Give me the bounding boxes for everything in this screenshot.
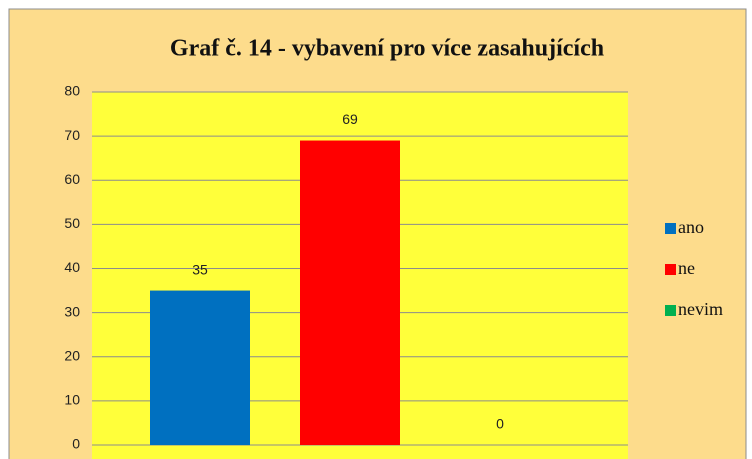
legend-label: ano [678,217,704,237]
y-tick-label: 60 [64,171,80,187]
bar [150,290,250,445]
y-tick-label: 20 [64,347,80,363]
bar [300,140,400,445]
legend-swatch [665,223,676,234]
data-label: 69 [342,111,358,127]
data-label: 35 [192,261,208,277]
y-tick-label: 50 [64,215,80,231]
legend-swatch [665,264,676,275]
y-tick-label: 10 [64,392,80,408]
legend-label: nevim [678,299,723,319]
y-tick-label: 70 [64,127,80,143]
y-tick-label: 40 [64,259,80,275]
data-label: 0 [496,416,504,432]
legend-swatch [665,305,676,316]
chart-title: Graf č. 14 - vybavení pro více zasahujíc… [170,36,604,62]
y-tick-label: 80 [64,83,80,99]
legend-label: ne [678,258,695,278]
y-tick-label: 30 [64,303,80,319]
y-tick-label: 0 [72,436,80,452]
